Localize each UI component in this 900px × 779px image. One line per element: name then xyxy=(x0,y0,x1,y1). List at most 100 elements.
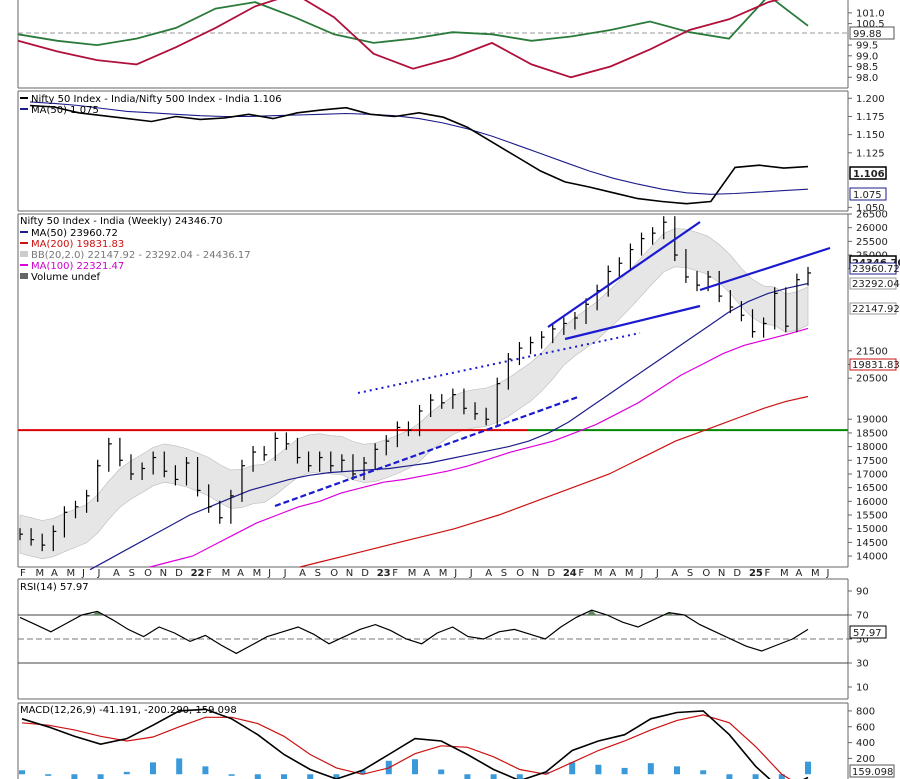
x-month-label: M xyxy=(222,568,231,579)
macd-histogram-bar xyxy=(674,766,680,775)
rsi-tick-label: 70 xyxy=(856,611,869,622)
osc-tick-label: 98.5 xyxy=(856,62,878,73)
price-current-labels: 24346.70 23960.72 23292.04 22147.92 1983… xyxy=(849,255,900,371)
price-tick-label: 18500 xyxy=(856,428,888,439)
macd-histogram-bar xyxy=(359,770,366,775)
macd-histogram-bar xyxy=(254,774,261,779)
macd-histogram-bar xyxy=(412,759,418,775)
price-tick-label: 17000 xyxy=(856,469,888,480)
macd-histogram-bar xyxy=(569,762,576,775)
macd-histogram-bar xyxy=(490,774,497,779)
trendlines-group xyxy=(274,221,831,508)
macd-tick-label: 400 xyxy=(856,738,875,749)
macd-series-group xyxy=(21,708,809,779)
macd-histogram-bar xyxy=(150,762,156,775)
osc-current-label: 99.88 xyxy=(849,26,895,40)
price-legend: Nifty 50 Index - India (Weekly) 24346.70… xyxy=(20,216,251,283)
price-tick-label: 18000 xyxy=(856,442,888,453)
macd-current-text: 159.098 xyxy=(852,767,893,778)
rsi-tick-label: 30 xyxy=(856,659,869,670)
ratio-legend-main: Nifty 50 Index - India/Nifty 500 Index -… xyxy=(31,94,282,105)
x-month-label: J xyxy=(639,568,643,579)
macd-histogram-bar xyxy=(516,774,523,779)
price-ma50-box xyxy=(849,262,897,275)
ratio-current-labels: 1.106 1.075 xyxy=(849,166,887,201)
osc-line-green xyxy=(17,0,809,47)
macd-signal-line xyxy=(21,714,791,779)
macd-histogram-bar xyxy=(202,766,209,775)
macd-histogram-bar xyxy=(97,774,104,779)
macd-histogram-bar xyxy=(543,771,549,775)
macd-histogram-bar xyxy=(464,774,471,779)
price-tick-label: 20500 xyxy=(856,374,888,385)
x-month-label: M xyxy=(439,568,448,579)
x-month-label: S xyxy=(687,568,693,579)
trendline-upper xyxy=(547,221,701,328)
macd-line xyxy=(21,708,809,779)
x-month-label: A xyxy=(485,568,492,579)
osc-tick-label: 101.0 xyxy=(856,8,885,19)
price-tick-label: 14000 xyxy=(856,552,888,563)
price-legend-volume: Volume undef xyxy=(31,272,101,283)
rsi-band-lines xyxy=(18,614,848,664)
ratio-current-text: 1.106 xyxy=(853,169,885,180)
x-month-label: A xyxy=(299,568,306,579)
price-tick-label: 21500 xyxy=(856,346,888,357)
price-ma50-text: 23960.72 xyxy=(852,264,900,275)
ratio-tick-label: 1.200 xyxy=(856,94,885,105)
x-month-label: F xyxy=(20,568,26,579)
x-month-label: J xyxy=(81,568,85,579)
osc-current-text: 99.88 xyxy=(853,29,882,40)
price-tick-label: 15000 xyxy=(856,524,888,535)
price-tick-label: 16000 xyxy=(856,497,888,508)
osc-tick-label: 99.5 xyxy=(856,41,878,52)
ratio-current-box xyxy=(849,166,887,180)
macd-tick-label: 200 xyxy=(856,754,875,765)
rsi-tick-label: 90 xyxy=(856,587,869,598)
price-ma200-text: 19831.83 xyxy=(852,360,900,371)
rsi-current-text: 57.97 xyxy=(853,628,882,639)
osc-tick-label: 100.5 xyxy=(856,19,885,30)
x-month-label: S xyxy=(315,568,321,579)
macd-histogram-bar xyxy=(752,774,759,779)
price-panel: 2650026000255002500024500215002100020500… xyxy=(17,210,900,571)
x-month-label: D xyxy=(733,568,741,579)
x-month-label: M xyxy=(253,568,262,579)
x-month-label: A xyxy=(671,568,678,579)
x-month-label: J xyxy=(469,568,473,579)
x-month-label: D xyxy=(175,568,183,579)
macd-histogram-bar xyxy=(45,774,52,776)
macd-ticks-group: 800 600 400 200 xyxy=(848,706,875,765)
rsi-current-box xyxy=(849,625,887,639)
macd-panel: 800 600 400 200 MACD(12,26,9) -41.191, -200… xyxy=(17,702,895,779)
price-legend-ma100: MA(100) 22321.47 xyxy=(31,261,124,272)
trendline-dotted xyxy=(357,332,641,394)
x-month-label: S xyxy=(129,568,135,579)
ratio-ma-box xyxy=(849,187,887,201)
price-bb-low-text: 22147.92 xyxy=(852,304,900,315)
price-tick-label: 15500 xyxy=(856,511,888,522)
x-month-label: M xyxy=(780,568,789,579)
x-month-label: A xyxy=(237,568,244,579)
x-month-label: J xyxy=(283,568,287,579)
price-legend-swatch-volume xyxy=(20,273,28,279)
rsi-tick-label: 50 xyxy=(856,635,869,646)
x-month-label: D xyxy=(547,568,555,579)
x-year-label: 23 xyxy=(377,568,391,579)
macd-histogram-bar xyxy=(700,770,707,775)
x-month-label: F xyxy=(392,568,398,579)
price-tick-label: 19000 xyxy=(856,415,888,426)
ratio-tick-label: 1.150 xyxy=(856,130,885,141)
x-month-label: N xyxy=(346,568,353,579)
price-tick-label: 25500 xyxy=(856,237,888,248)
ratio-ticks-group: 1.200 1.175 1.150 1.125 1.050 xyxy=(848,94,885,214)
macd-histogram-bar xyxy=(805,761,811,775)
x-month-label: A xyxy=(113,568,120,579)
ratio-tick-label: 1.175 xyxy=(856,112,885,123)
x-month-label: O xyxy=(330,568,338,579)
macd-histogram-bar xyxy=(307,774,314,779)
ma100-line xyxy=(149,327,809,568)
